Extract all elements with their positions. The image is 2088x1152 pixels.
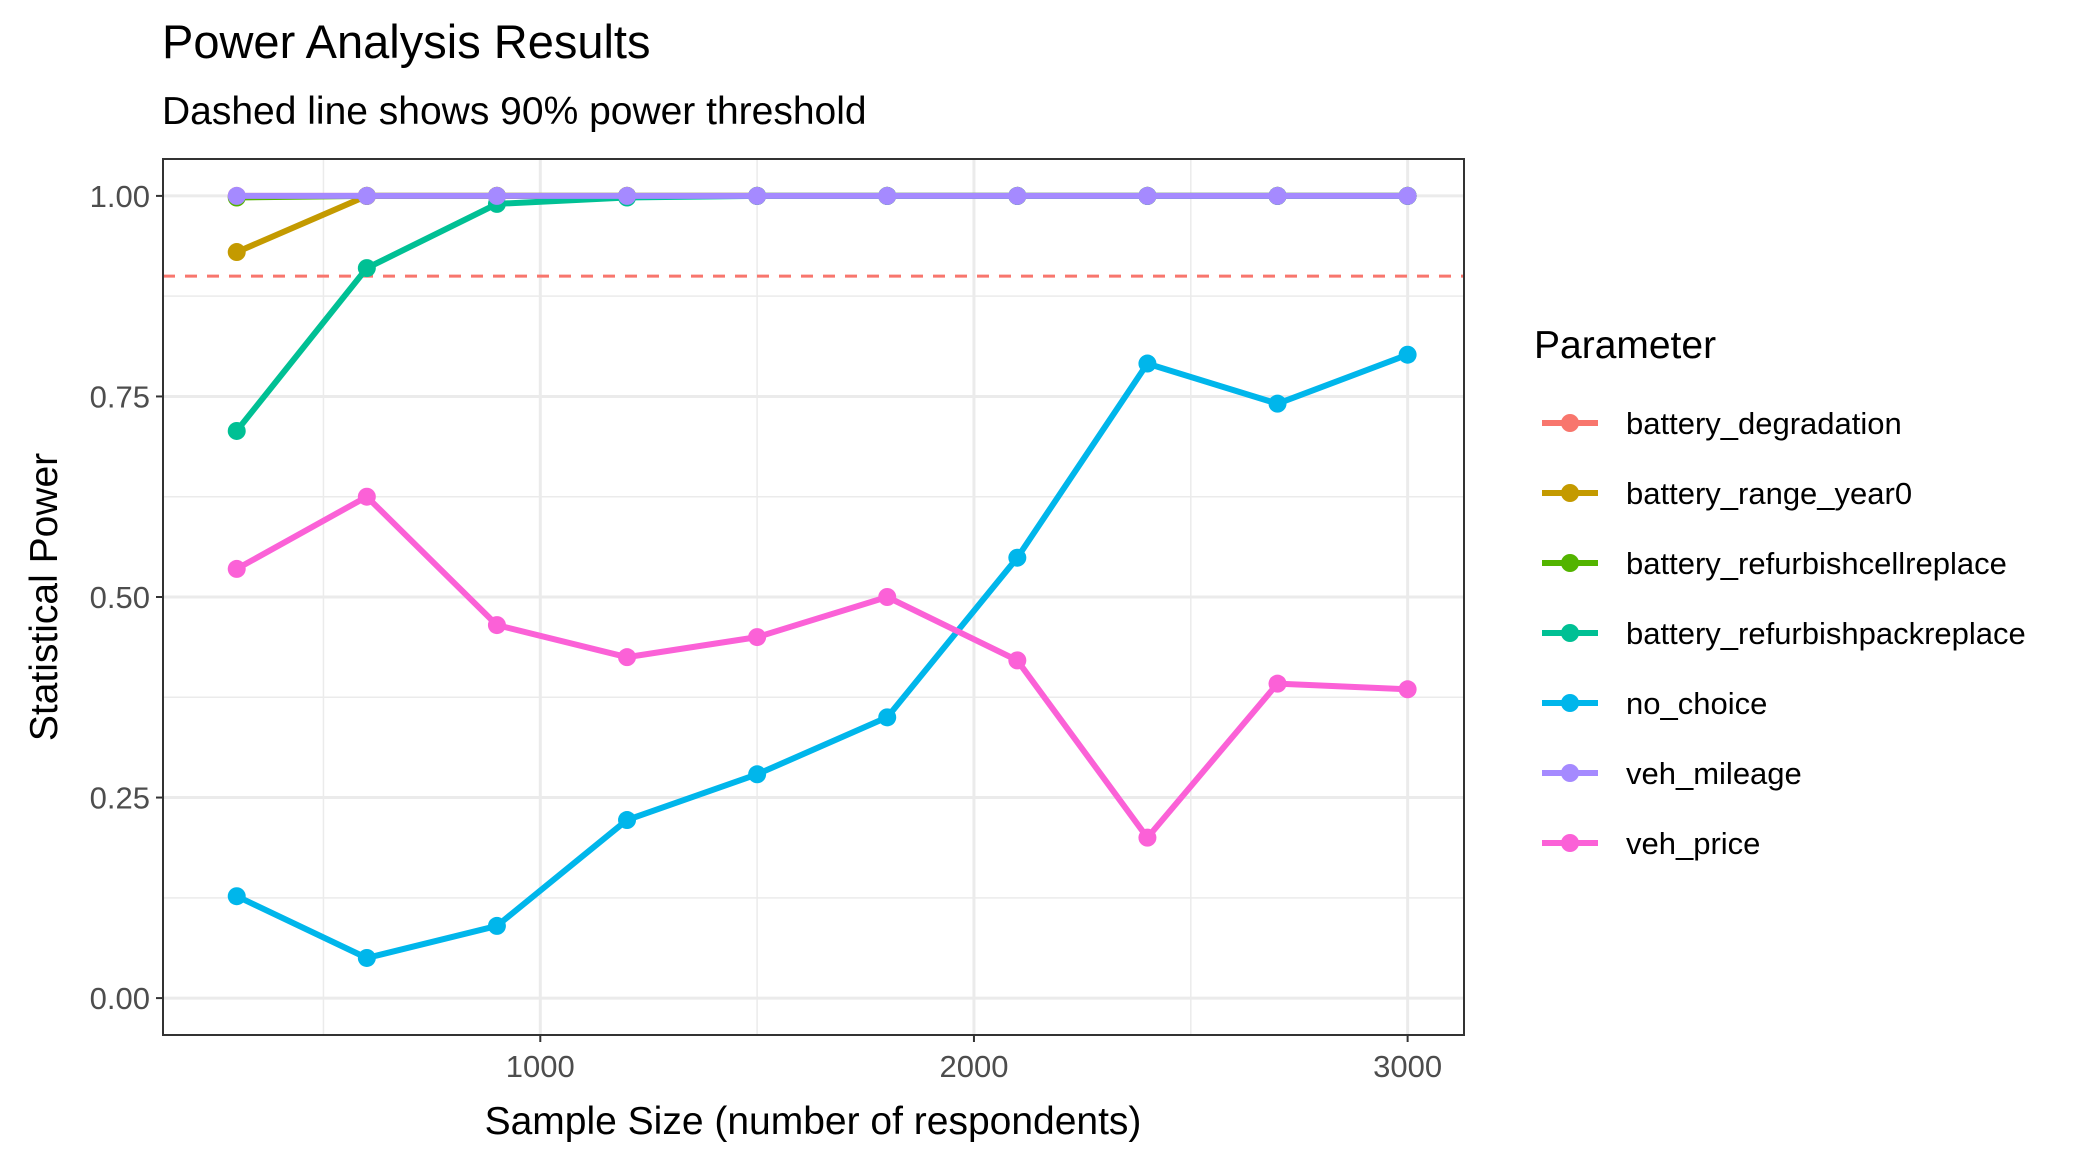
data-point (1138, 186, 1157, 205)
legend-item-battery_degradation: battery_degradation (1542, 406, 1902, 441)
x-tick-label: 3000 (1373, 1049, 1442, 1084)
data-point (357, 487, 376, 506)
legend-key-point (1561, 484, 1579, 502)
y-tick-label: 1.00 (90, 179, 150, 214)
data-point (1398, 345, 1417, 364)
legend-key-point (1561, 554, 1579, 572)
x-tick-label: 1000 (506, 1049, 575, 1084)
x-tick-labels: 1000 2000 3000 (506, 1049, 1442, 1084)
data-point (227, 421, 246, 440)
legend: Parameter battery_degradation battery_ran… (1534, 324, 2026, 861)
data-point (878, 708, 897, 727)
series-no_choice (227, 345, 1417, 967)
data-point (1008, 186, 1027, 205)
data-point (357, 259, 376, 278)
y-tick-label: 0.75 (90, 379, 150, 414)
legend-key-point (1561, 764, 1579, 782)
x-tick-label: 2000 (939, 1049, 1008, 1084)
data-point (748, 628, 767, 647)
data-point (618, 186, 637, 205)
legend-key-point (1561, 694, 1579, 712)
chart-title: Power Analysis Results (162, 15, 650, 68)
data-point (1008, 651, 1027, 670)
data-point (1398, 186, 1417, 205)
data-point (357, 948, 376, 967)
legend-item-battery_refurbishcellreplace: battery_refurbishcellreplace (1542, 546, 2007, 581)
legend-key-point (1561, 624, 1579, 642)
data-point (878, 186, 897, 205)
legend-item-no_choice: no_choice (1542, 686, 1767, 721)
axis-ticks (156, 194, 1409, 1042)
chart-subtitle: Dashed line shows 90% power threshold (162, 90, 867, 133)
data-point (227, 559, 246, 578)
y-tick-label: 0.50 (90, 580, 150, 615)
y-tick-label: 0.25 (90, 781, 150, 816)
legend-items: battery_degradation battery_range_year0ba… (1542, 406, 2026, 861)
series-layer (227, 186, 1417, 967)
data-point (1268, 394, 1287, 413)
legend-key-point (1561, 834, 1579, 852)
legend-item-battery_refurbishpackreplace: battery_refurbishpackreplace (1542, 616, 2026, 651)
series-veh_price (227, 487, 1417, 847)
data-point (357, 186, 376, 205)
data-point (878, 588, 897, 606)
data-point (227, 243, 246, 262)
series-line (235, 493, 1408, 841)
y-tick-labels: 0.00 0.25 0.50 0.75 1.00 (90, 179, 150, 1016)
data-point (1138, 828, 1157, 847)
data-point (748, 186, 767, 205)
legend-label: battery_refurbishcellreplace (1626, 546, 2007, 581)
legend-label: no_choice (1626, 686, 1767, 721)
data-point (1268, 674, 1287, 693)
data-point (1138, 354, 1157, 373)
legend-item-veh_mileage: veh_mileage (1542, 756, 1802, 791)
y-tick-label: 0.00 (90, 981, 150, 1016)
series-line (235, 351, 1409, 961)
data-point (227, 887, 246, 906)
legend-label: veh_mileage (1626, 756, 1802, 791)
x-axis-title: Sample Size (number of respondents) (485, 1100, 1142, 1143)
data-point (1008, 548, 1027, 567)
legend-label: battery_refurbishpackreplace (1626, 616, 2026, 651)
data-point (487, 186, 506, 205)
data-point (1268, 186, 1287, 205)
data-point (618, 648, 637, 667)
y-axis-title: Statistical Power (23, 453, 66, 741)
legend-label: battery_degradation (1626, 406, 1902, 441)
data-point (487, 616, 506, 635)
legend-key-point (1561, 414, 1579, 432)
series-veh_mileage (227, 186, 1417, 205)
legend-item-veh_price: veh_price (1542, 826, 1760, 861)
data-point (227, 186, 246, 205)
data-point (748, 765, 767, 784)
legend-label: battery_range_year0 (1626, 476, 1912, 511)
legend-label: veh_price (1626, 826, 1760, 861)
data-point (618, 811, 637, 830)
legend-title: Parameter (1534, 324, 1716, 367)
data-point (1398, 680, 1417, 699)
legend-item-battery_range_year0: battery_range_year0 (1542, 476, 1912, 511)
data-point (487, 916, 506, 935)
